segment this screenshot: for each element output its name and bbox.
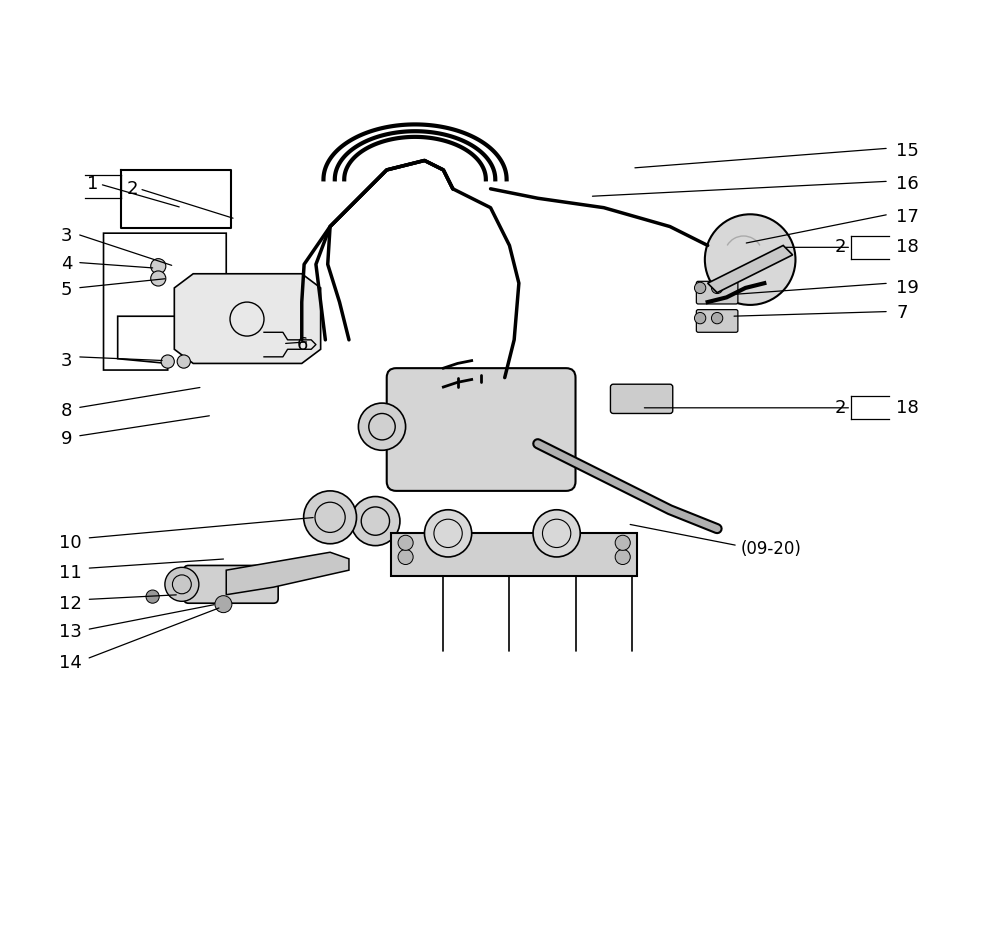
Text: 14: 14 bbox=[59, 653, 82, 672]
Text: 5: 5 bbox=[61, 280, 73, 299]
Circle shape bbox=[694, 282, 706, 294]
Circle shape bbox=[177, 355, 190, 368]
Text: 11: 11 bbox=[59, 564, 82, 582]
Text: 10: 10 bbox=[59, 533, 82, 552]
Circle shape bbox=[304, 491, 357, 544]
Polygon shape bbox=[174, 274, 321, 363]
FancyBboxPatch shape bbox=[387, 368, 576, 491]
Circle shape bbox=[711, 312, 723, 324]
Text: 9: 9 bbox=[61, 430, 73, 448]
Circle shape bbox=[165, 567, 199, 601]
FancyBboxPatch shape bbox=[184, 565, 278, 603]
Text: 3: 3 bbox=[61, 227, 73, 245]
FancyBboxPatch shape bbox=[610, 384, 673, 413]
Circle shape bbox=[146, 590, 159, 603]
Text: 8: 8 bbox=[61, 401, 72, 420]
Text: 2: 2 bbox=[127, 179, 139, 198]
Circle shape bbox=[358, 403, 406, 450]
Circle shape bbox=[705, 214, 795, 305]
Circle shape bbox=[151, 259, 166, 274]
Text: 16: 16 bbox=[896, 175, 919, 194]
Circle shape bbox=[424, 510, 472, 557]
Text: (09-20): (09-20) bbox=[741, 540, 802, 559]
Circle shape bbox=[351, 497, 400, 546]
Text: 18: 18 bbox=[896, 238, 919, 257]
Circle shape bbox=[398, 535, 413, 550]
Polygon shape bbox=[708, 245, 793, 293]
Text: 2: 2 bbox=[835, 238, 847, 257]
Text: 12: 12 bbox=[59, 595, 82, 614]
Bar bbox=[391, 533, 637, 576]
Text: 4: 4 bbox=[61, 255, 73, 274]
Text: 7: 7 bbox=[896, 304, 908, 323]
Circle shape bbox=[615, 535, 630, 550]
Circle shape bbox=[161, 355, 174, 368]
FancyBboxPatch shape bbox=[696, 310, 738, 332]
FancyBboxPatch shape bbox=[696, 281, 738, 304]
Circle shape bbox=[151, 271, 166, 286]
Circle shape bbox=[711, 282, 723, 294]
Circle shape bbox=[398, 549, 413, 565]
Text: 2: 2 bbox=[835, 398, 847, 417]
Text: 13: 13 bbox=[59, 623, 82, 642]
Text: 17: 17 bbox=[896, 208, 919, 227]
Text: 15: 15 bbox=[896, 142, 919, 160]
Text: 6: 6 bbox=[297, 335, 308, 354]
Circle shape bbox=[694, 312, 706, 324]
Circle shape bbox=[215, 596, 232, 613]
Text: 1: 1 bbox=[87, 175, 99, 194]
Circle shape bbox=[533, 510, 580, 557]
Polygon shape bbox=[226, 552, 349, 595]
Text: 3: 3 bbox=[61, 351, 73, 370]
Text: 18: 18 bbox=[896, 398, 919, 417]
Circle shape bbox=[615, 549, 630, 565]
Text: 19: 19 bbox=[896, 278, 919, 297]
